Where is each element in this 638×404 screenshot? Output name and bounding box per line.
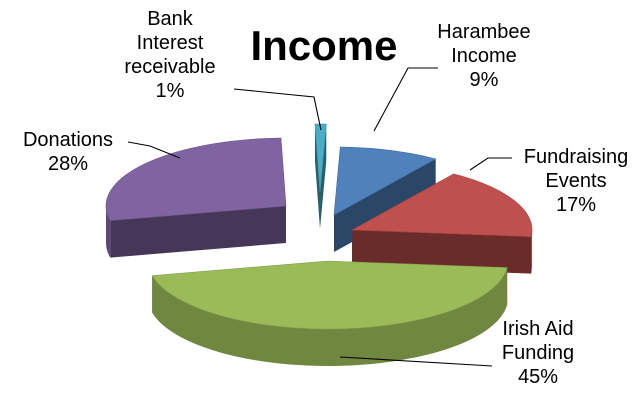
slice-percent-bank-interest-receivable: 1% <box>156 80 185 102</box>
pie-slice-harambee-income <box>333 146 437 216</box>
pie-slice-wall-bank-interest-receivable-0 <box>314 124 320 229</box>
pie-slice-side-fundraising-events-0 <box>531 230 532 274</box>
leader-line-bank-interest-receivable <box>233 88 322 131</box>
pie-slice-donations <box>105 137 287 221</box>
slice-name-fundraising-events-0: Fundraising <box>524 146 629 168</box>
slice-name-fundraising-events-1: Events <box>545 170 606 192</box>
slice-percent-harambee-income: 9% <box>470 69 499 91</box>
slice-name-irish-aid-funding-1: Funding <box>502 342 574 364</box>
slice-name-bank-interest-receivable-0: Bank <box>147 8 194 30</box>
slice-percent-donations: 28% <box>48 153 88 175</box>
pie-slice-bank-interest-receivable <box>314 123 327 193</box>
leader-line-fundraising-events <box>469 157 512 171</box>
slice-name-bank-interest-receivable-2: receivable <box>124 56 215 78</box>
slice-label-bank-interest-receivable: Bank Interest receivable 1% <box>124 8 215 102</box>
chart-title: Income <box>250 22 397 69</box>
pie-slice-fundraising-events <box>350 173 533 237</box>
slice-label-donations: Donations 28% <box>23 129 113 175</box>
leader-lines-layer <box>127 67 512 367</box>
slice-name-irish-aid-funding-0: Irish Aid <box>502 318 573 340</box>
slice-labels-layer: Harambee Income 9%Fundraising Events 17%Iris… <box>23 8 628 388</box>
slice-name-donations-0: Donations <box>23 129 113 151</box>
pie-slice-wall-bank-interest-receivable-1 <box>320 124 327 229</box>
slice-label-irish-aid-funding: Irish Aid Funding 45% <box>502 318 574 388</box>
slice-percent-fundraising-events: 17% <box>556 194 596 216</box>
pie-slice-wall-fundraising-events-1 <box>352 230 532 274</box>
leader-line-donations <box>127 141 181 159</box>
leader-line-irish-aid-funding <box>339 356 493 367</box>
pie-slice-side-irish-aid-funding-0 <box>152 267 508 366</box>
pie-tops-layer <box>105 123 533 330</box>
slice-label-fundraising-events: Fundraising Events 17% <box>524 146 629 216</box>
slice-label-harambee-income: Harambee Income 9% <box>437 21 530 91</box>
pie-slice-irish-aid-funding <box>151 260 508 330</box>
leader-line-harambee-income <box>373 67 438 132</box>
pie-slice-wall-donations-0 <box>110 206 286 258</box>
slice-name-harambee-income-0: Harambee <box>437 21 530 43</box>
slice-name-harambee-income-1: Income <box>451 45 517 67</box>
slice-percent-irish-aid-funding: 45% <box>518 366 558 388</box>
slice-name-bank-interest-receivable-1: Interest <box>137 32 204 54</box>
